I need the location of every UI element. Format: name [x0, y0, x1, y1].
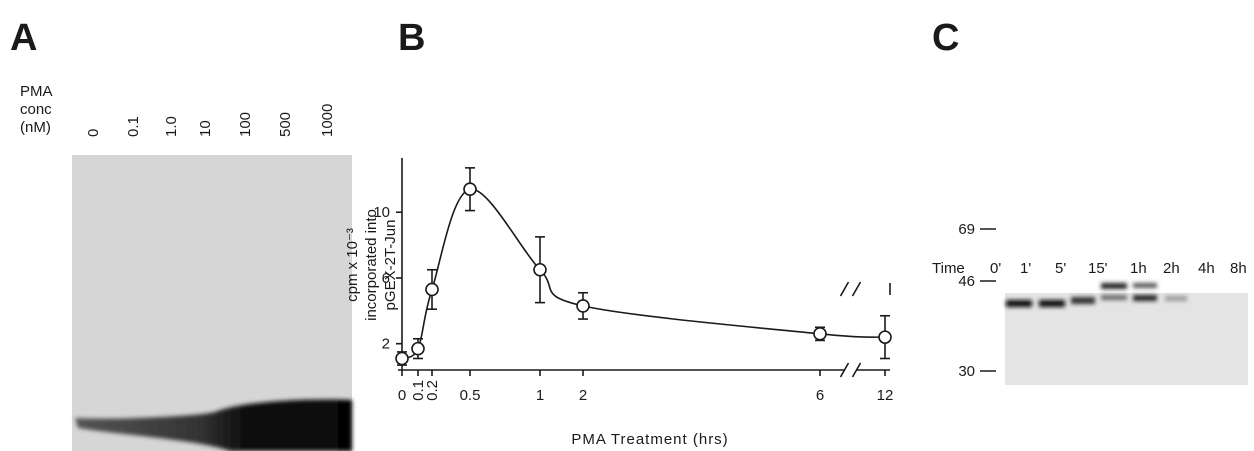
y-axis-title: pGEX-2T-Jun: [382, 220, 399, 311]
lane-label: 5': [1055, 260, 1066, 277]
lane-label: 0.1: [125, 116, 142, 137]
lane-label: 0: [85, 129, 102, 137]
lane-label: 1h: [1130, 260, 1147, 277]
lane-labels: 0' 1' 5' 15' 1h 2h 4h 8h: [990, 260, 1247, 277]
gel-band: [1039, 300, 1065, 307]
axis-title-line: PMA: [20, 83, 53, 100]
lane-label: 0': [990, 260, 1001, 277]
marker-label: 69: [958, 221, 975, 238]
point: [425, 282, 439, 297]
y-tick-label: 6: [382, 270, 390, 287]
x-tick-label: 0.2: [424, 380, 441, 401]
axis-title-line: conc: [20, 101, 52, 118]
marker-label: 30: [958, 363, 975, 380]
point: [533, 262, 547, 277]
x-tick-label: 0.1: [410, 380, 427, 401]
x-tick-label: 6: [816, 387, 824, 404]
axis-title-line: (nM): [20, 119, 51, 136]
lane-label: 10: [197, 120, 214, 137]
lane-label: 1000: [319, 104, 336, 137]
gel-band: [1101, 295, 1127, 300]
panel-label: C: [932, 17, 959, 59]
x-tick-label: 0: [398, 387, 406, 404]
size-markers: 69 46 30: [958, 221, 996, 380]
lane-label: 4h: [1198, 260, 1215, 277]
lane-label: 500: [277, 112, 294, 137]
lane-label: 15': [1088, 260, 1108, 277]
point: [411, 341, 425, 356]
lane-label: 1': [1020, 260, 1031, 277]
y-axis-title: cpm x 10⁻³: [344, 228, 361, 302]
axis-break: [839, 362, 850, 378]
gel: [1005, 293, 1248, 385]
gel-band: [1165, 296, 1187, 301]
gel-band: [1101, 283, 1127, 289]
lane-label: 8h: [1230, 260, 1247, 277]
lane-label: 2h: [1163, 260, 1180, 277]
point: [463, 182, 477, 197]
gel-band: [1133, 283, 1157, 288]
gel-band: [1006, 300, 1032, 307]
gel-band: [1133, 295, 1157, 301]
axis-break: [839, 281, 850, 297]
point: [576, 299, 590, 313]
x-tick-label: 12: [877, 387, 894, 404]
marker-label: 46: [958, 273, 975, 290]
axis-break: [851, 281, 862, 297]
lane-label: 1.0: [163, 116, 180, 137]
lane-labels: 0 0.1 1.0 10 100 500 1000: [85, 104, 336, 137]
gel-band: [1071, 297, 1095, 304]
lane-label: 100: [237, 112, 254, 137]
y-tick-label: 10: [373, 204, 390, 221]
axis-break: [851, 362, 862, 378]
point: [878, 330, 892, 344]
line: [401, 188, 886, 360]
x-tick-label: 0.5: [460, 387, 481, 404]
panel-label: B: [398, 17, 425, 59]
panel-label: A: [10, 17, 37, 59]
x-axis-title: PMA Treatment (hrs): [571, 431, 728, 448]
y-axis-title: incorporated into: [363, 209, 380, 321]
point: [395, 351, 409, 366]
x-tick-label: 1: [536, 387, 544, 404]
y-tick-label: 2: [382, 336, 390, 353]
gel-band: [75, 399, 352, 451]
point: [813, 327, 827, 341]
gel-bands: [1006, 283, 1187, 307]
axis-title: Time: [932, 260, 965, 277]
x-tick-label: 2: [579, 387, 587, 404]
